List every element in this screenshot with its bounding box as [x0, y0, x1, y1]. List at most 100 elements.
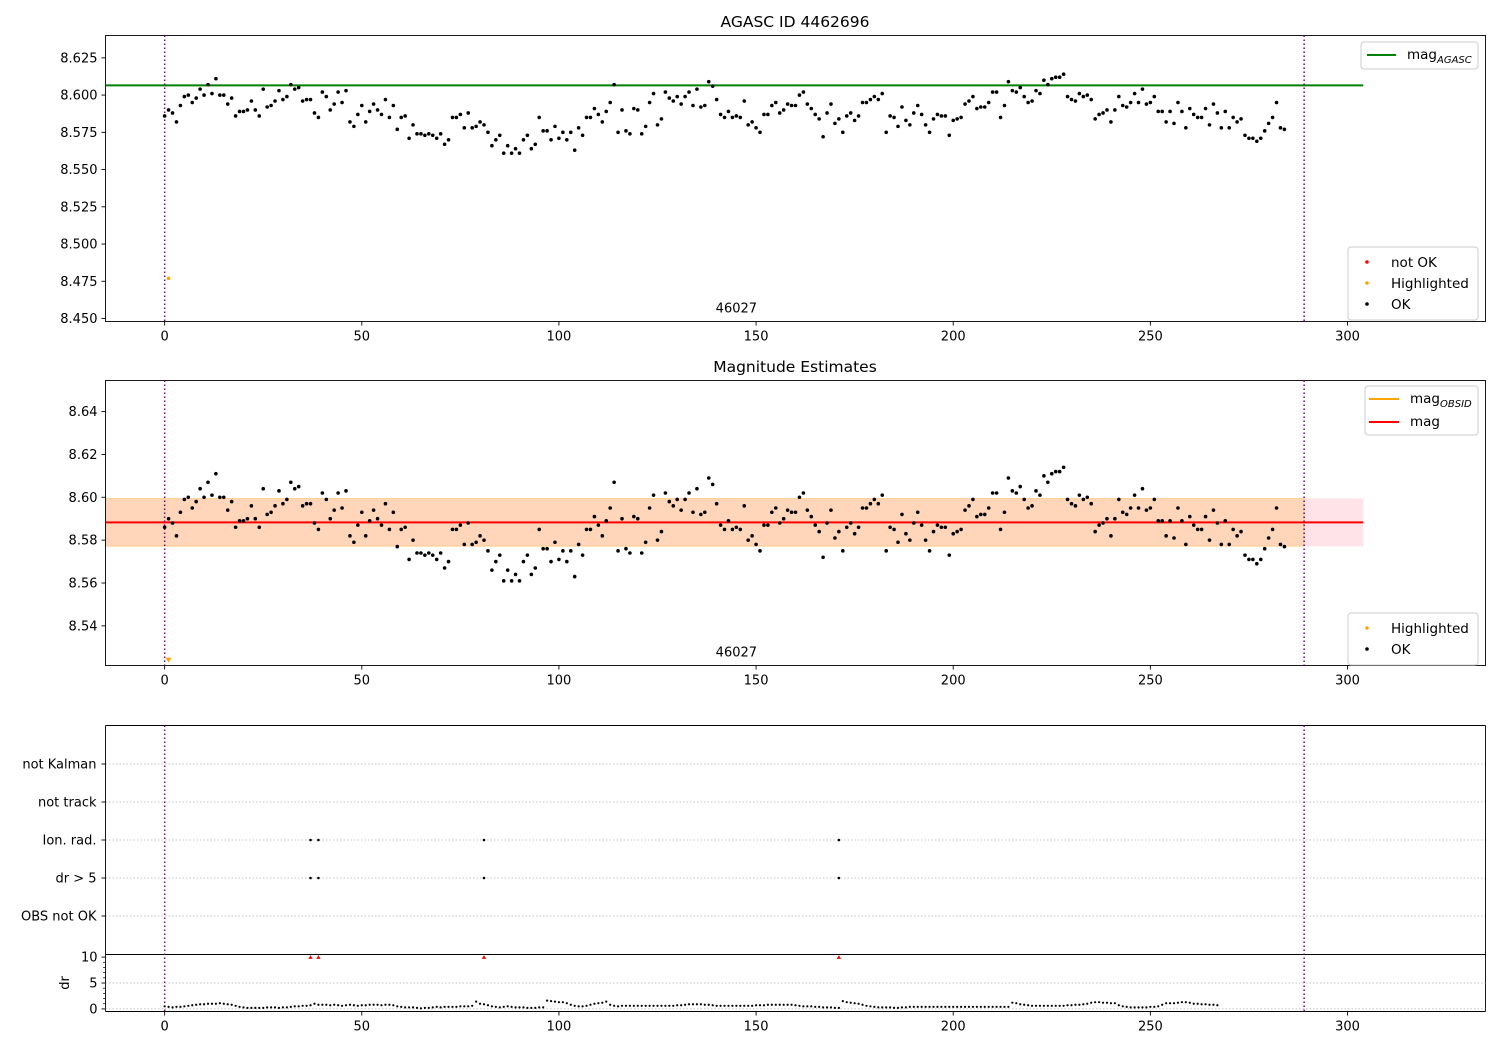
panel4-dr-point	[644, 1004, 647, 1007]
panel1-ok-point	[281, 97, 285, 102]
panel1-ok-point	[537, 115, 542, 120]
panel4-dr-point	[1003, 1005, 1006, 1008]
panel1-ok-point	[663, 90, 668, 94]
panel1-ok-point	[1097, 112, 1101, 117]
panel1-ok-point	[963, 102, 967, 106]
panel4-dr-point	[664, 1004, 667, 1007]
panel4-dr-point	[1101, 1001, 1105, 1004]
panel1-ok-point	[505, 143, 510, 148]
panel1-ok-point	[474, 124, 478, 129]
panel2-ok-point	[1014, 491, 1019, 495]
panel2-ok-point	[852, 531, 857, 536]
panel1-ok-point	[391, 103, 396, 108]
panel1-ok-point	[911, 111, 916, 115]
panel2-ok-point	[1180, 519, 1184, 523]
panel4-dr-point	[250, 1006, 253, 1009]
panel2-ok-point	[257, 525, 262, 530]
panel2-ok-point	[600, 534, 605, 538]
panel4-dr-point	[427, 1006, 430, 1009]
panel1-ok-point	[1152, 94, 1157, 99]
panel2-ok-point	[399, 527, 404, 532]
panel2-xtick-label: 200	[941, 674, 966, 689]
panel1-ok-point	[336, 90, 340, 94]
panel2-ok-point	[1266, 536, 1271, 540]
panel4-dr-point	[1078, 1003, 1081, 1006]
panel3-flag-point	[482, 876, 486, 880]
panel2-ok-point	[584, 527, 589, 532]
panel4-dr-point	[222, 1002, 225, 1005]
panel1-ok-point	[458, 112, 463, 117]
panel2-ok-point	[998, 527, 1003, 532]
panel1-ok-point	[166, 108, 171, 112]
panel4-xtick-label: 0	[161, 1020, 169, 1035]
panel4-dr-point	[301, 1004, 304, 1007]
panel1-ok-point	[403, 114, 407, 118]
panel4-dr-point	[191, 1004, 194, 1007]
panel2-ok-point	[604, 519, 609, 523]
panel1-ok-point	[265, 105, 269, 109]
panel4-dr-point	[1204, 1003, 1207, 1006]
panel1-ok-point	[1073, 99, 1078, 103]
panel1-ok-point	[1168, 109, 1172, 114]
panel2-ok-point	[478, 534, 482, 538]
panel4-dr-point	[565, 1002, 568, 1005]
panel1-ok-point	[624, 129, 628, 133]
panel2-ok-point	[371, 508, 376, 512]
panel2-ok-point	[687, 491, 691, 495]
panel2-ok-point	[1117, 497, 1121, 502]
panel2-ok-point	[1187, 514, 1192, 519]
panel2-ok-point	[265, 512, 269, 517]
panel1-ok-point	[896, 124, 900, 129]
panel2-ok-point	[1223, 519, 1228, 523]
panel4-dr-point	[707, 1003, 710, 1006]
panel2-ok-point	[699, 512, 703, 517]
panel2-ok-point	[911, 521, 916, 525]
panel4-dr-point	[1058, 1004, 1061, 1007]
panel4-dr-point	[1176, 1001, 1180, 1004]
panel2-ok-point	[1215, 521, 1220, 525]
panel2-ok-point	[494, 559, 498, 564]
panel4-dr-point	[778, 1003, 781, 1006]
panel4-dr-point	[853, 1002, 856, 1005]
panel1-ok-point	[1042, 78, 1046, 82]
panel1-ok-point	[639, 132, 644, 136]
panel1-ok-point	[320, 90, 325, 94]
panel2-ok-point	[1156, 519, 1161, 523]
panel2-ok-point	[549, 559, 553, 564]
panel1-ytick-label: 8.625	[60, 51, 97, 66]
panel2-ok-point	[706, 476, 711, 480]
panel1-ok-point	[687, 90, 691, 94]
panel1-plot-area: 8.450 8.475 8.500 8.525 8.550 8.575 8.600 8.625…	[60, 35, 1486, 345]
panel2-ok-point	[714, 501, 719, 506]
panel1-ok-point	[628, 132, 632, 136]
panel2-ok-point	[458, 523, 463, 527]
panel1-ok-point	[257, 114, 262, 118]
panel1-ok-point	[632, 106, 636, 111]
panel2-ok-point	[1124, 512, 1129, 517]
panel2-ok-point	[225, 508, 230, 512]
panel2-ok-point	[332, 508, 336, 512]
panel1-ok-point	[182, 94, 187, 99]
panel4-dr-point	[352, 1004, 355, 1007]
panel1-ok-point	[876, 97, 881, 102]
panel2-ok-point	[967, 504, 971, 508]
panel2-ok-point	[1093, 529, 1097, 534]
panel2-ok-point	[1049, 471, 1054, 476]
panel1-ok-point	[497, 133, 502, 138]
panel4-dr-point	[987, 1005, 990, 1008]
panel4-dr-point	[415, 1006, 419, 1009]
panel1-ok-point	[371, 102, 376, 106]
panel4-dr-point	[684, 1003, 687, 1006]
panel2-ok-point	[1184, 542, 1188, 547]
panel1-ok-point	[844, 114, 849, 118]
panel1-ok-point	[430, 133, 435, 138]
panel1-ok-point	[454, 115, 459, 120]
panel2-ok-point	[490, 568, 494, 572]
panel2-ok-point	[1018, 484, 1023, 489]
panel1-ok-point	[210, 91, 214, 96]
panel1-ok-point	[375, 108, 380, 112]
panel1-ok-point	[931, 117, 936, 121]
panel1-ok-point	[300, 99, 305, 103]
panel2-ok-point	[1243, 553, 1247, 557]
panel2-highlighted-point	[165, 657, 172, 663]
